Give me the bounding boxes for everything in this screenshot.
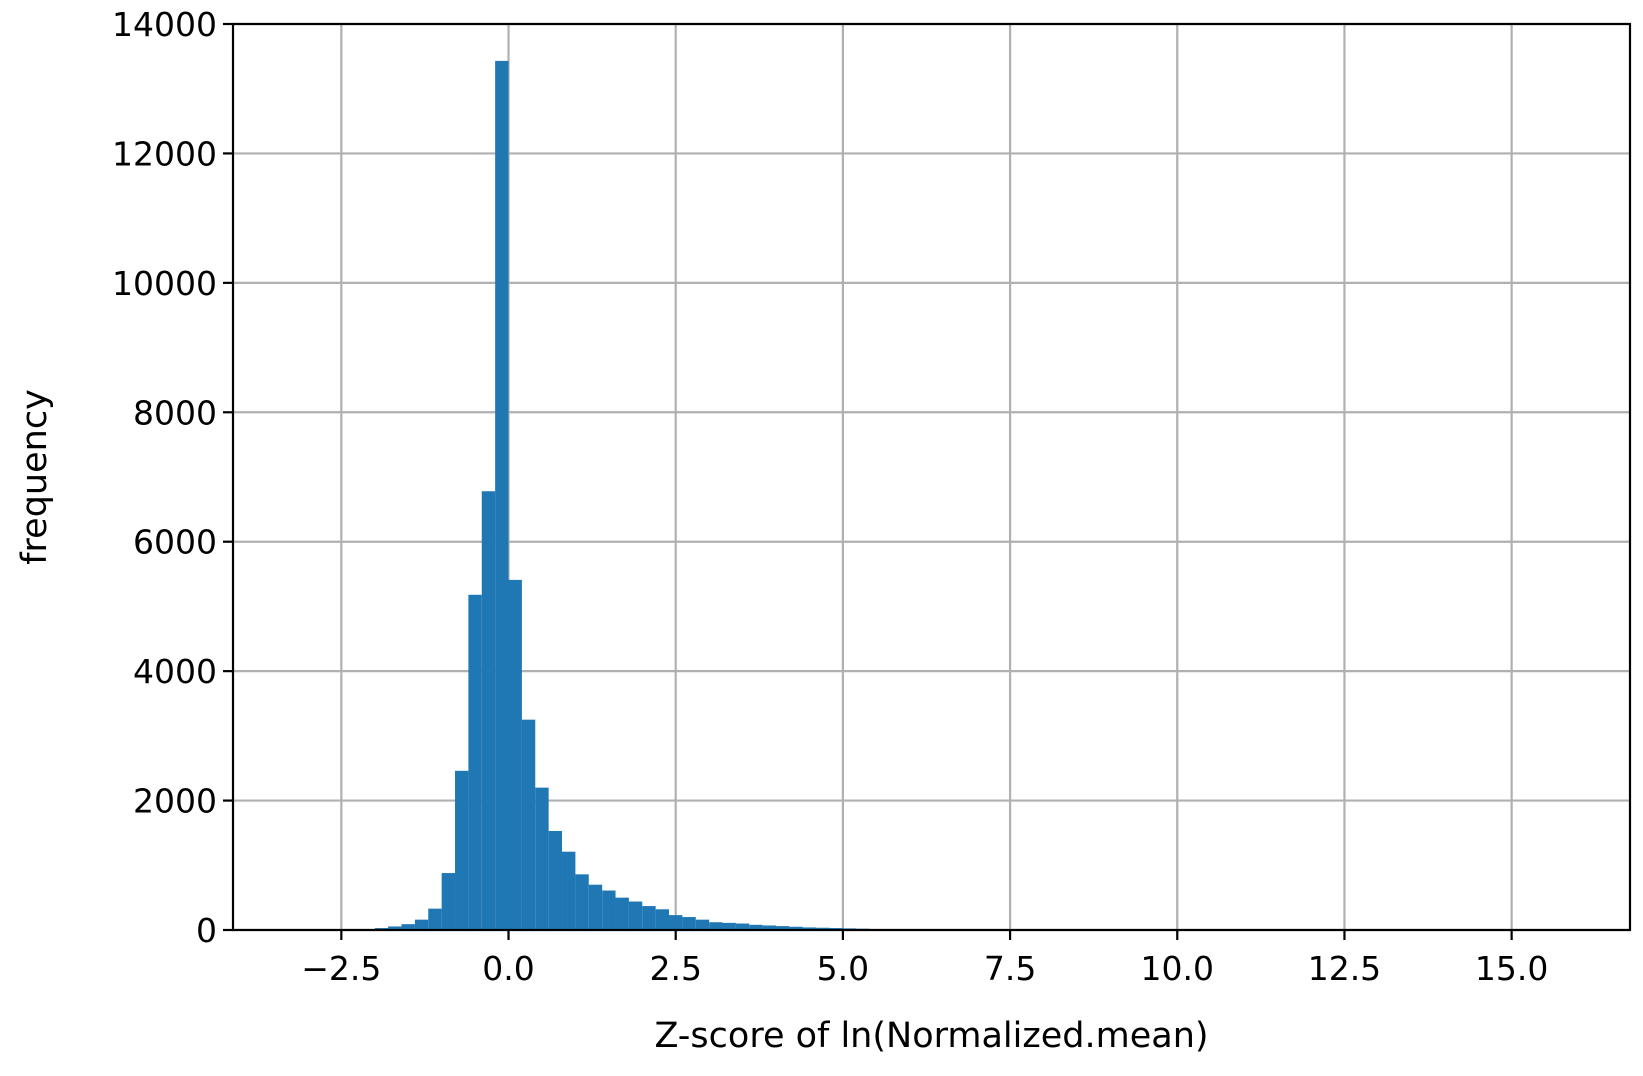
histogram-bar (455, 771, 468, 930)
histogram-bar (522, 720, 535, 930)
histogram-bar (629, 902, 642, 930)
y-tick-label: 6000 (133, 523, 217, 562)
histogram-bar (428, 909, 441, 930)
x-tick-label: 7.5 (984, 949, 1036, 988)
histogram-bar (575, 874, 588, 930)
histogram-bar (482, 491, 495, 930)
x-tick-label: 2.5 (649, 949, 701, 988)
histogram-bar (602, 891, 615, 930)
x-tick-label: −2.5 (301, 949, 381, 988)
histogram-bar (549, 831, 562, 930)
y-tick-label: 14000 (112, 5, 217, 44)
histogram-bar (682, 917, 695, 930)
x-tick-label: 15.0 (1475, 949, 1548, 988)
y-tick-label: 4000 (133, 652, 217, 691)
x-tick-label: 10.0 (1141, 949, 1214, 988)
histogram-bar (468, 595, 481, 930)
y-tick-label: 2000 (133, 782, 217, 821)
histogram-bar (616, 898, 629, 930)
y-tick-label: 0 (196, 911, 217, 950)
histogram-bar (495, 61, 508, 930)
x-tick-label: 5.0 (817, 949, 869, 988)
histogram-bar (709, 922, 722, 930)
histogram-bar (642, 906, 655, 930)
histogram-bar (669, 915, 682, 930)
histogram-bar (696, 920, 709, 930)
x-tick-label: 0.0 (482, 949, 534, 988)
y-axis-label: frequency (15, 389, 55, 565)
y-tick-label: 12000 (112, 134, 217, 173)
x-axis-label: Z-score of ln(Normalized.mean) (654, 1016, 1208, 1056)
histogram-bar (656, 909, 669, 930)
y-tick-label: 10000 (112, 264, 217, 303)
histogram-bar (589, 885, 602, 930)
histogram-bar (535, 788, 548, 930)
y-tick-label: 8000 (133, 393, 217, 432)
histogram-bar (442, 873, 455, 930)
plot-area-background (233, 24, 1630, 930)
histogram-bar (509, 580, 522, 930)
histogram-bar (562, 852, 575, 930)
histogram-bar (415, 920, 428, 930)
x-tick-label: 12.5 (1308, 949, 1381, 988)
